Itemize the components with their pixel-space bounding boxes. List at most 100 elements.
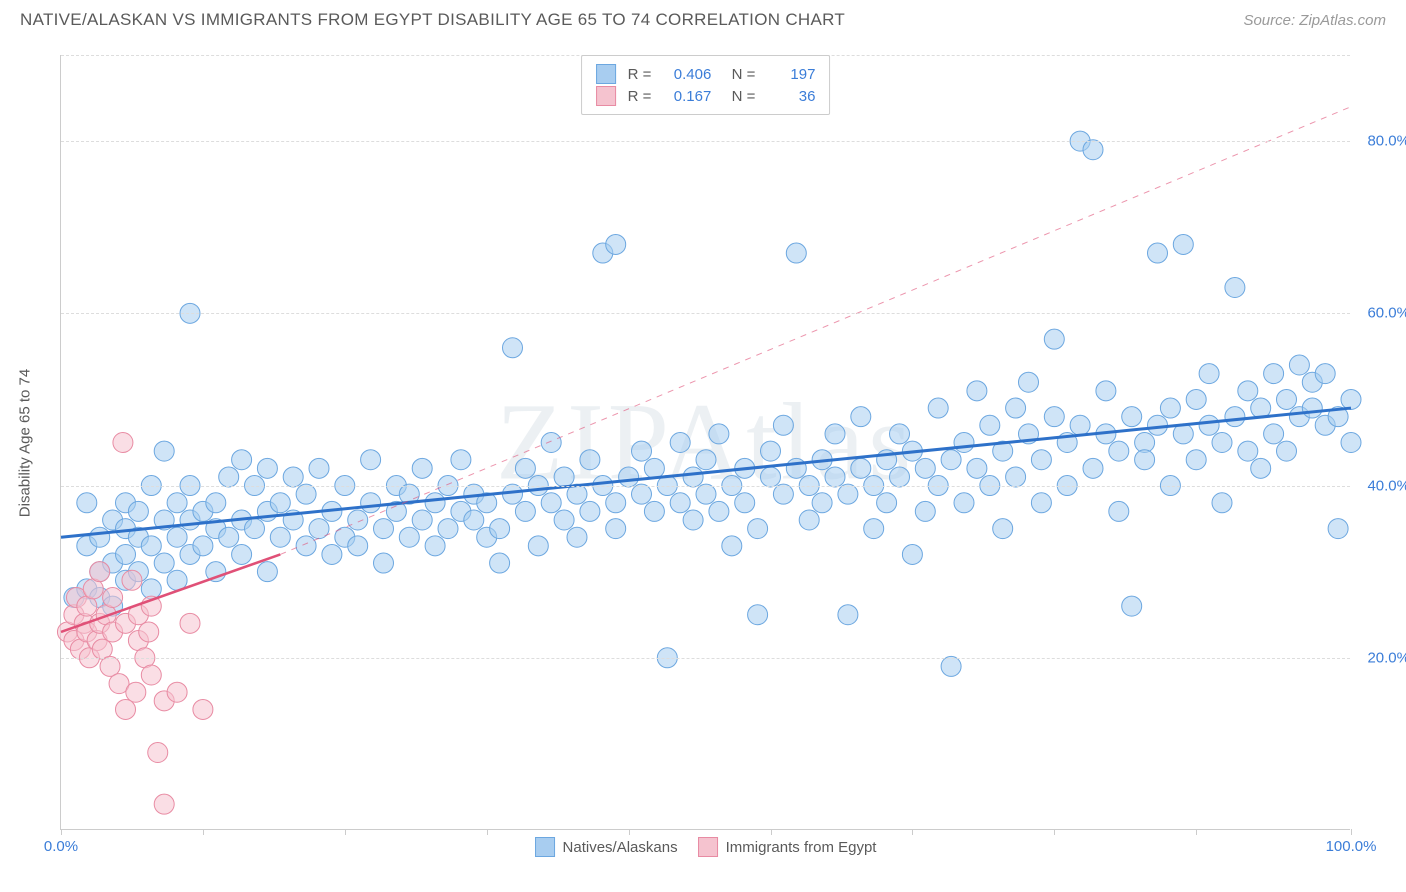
legend-label-blue: Natives/Alaskans — [563, 839, 678, 856]
gridline — [61, 313, 1350, 314]
data-point — [283, 467, 303, 487]
data-point — [399, 527, 419, 547]
data-point — [128, 501, 148, 521]
data-point — [1083, 140, 1103, 160]
data-point — [1109, 441, 1129, 461]
data-point — [490, 519, 510, 539]
plot-region: ZIPAtlas R =0.406 N =197 R =0.167 N =36 … — [60, 55, 1350, 830]
data-point — [1341, 433, 1361, 453]
data-point — [683, 467, 703, 487]
legend-series: Natives/Alaskans Immigrants from Egypt — [535, 837, 877, 857]
data-point — [296, 484, 316, 504]
data-point — [761, 441, 781, 461]
data-point — [412, 510, 432, 530]
data-point — [1186, 450, 1206, 470]
legend-item-blue: Natives/Alaskans — [535, 837, 678, 857]
data-point — [644, 501, 664, 521]
data-point — [1186, 389, 1206, 409]
data-point — [980, 415, 1000, 435]
data-point — [425, 536, 445, 556]
data-point — [90, 527, 110, 547]
data-point — [1225, 407, 1245, 427]
data-point — [567, 527, 587, 547]
title-bar: NATIVE/ALASKAN VS IMMIGRANTS FROM EGYPT … — [0, 0, 1406, 30]
data-point — [139, 622, 159, 642]
data-point — [890, 467, 910, 487]
data-point — [877, 493, 897, 513]
data-point — [1212, 493, 1232, 513]
gridline — [61, 141, 1350, 142]
x-tick — [912, 829, 913, 835]
data-point — [232, 450, 252, 470]
swatch-pink-2 — [698, 837, 718, 857]
data-point — [967, 458, 987, 478]
data-point — [1315, 364, 1335, 384]
data-point — [167, 682, 187, 702]
data-point — [580, 501, 600, 521]
data-point — [825, 467, 845, 487]
x-tick — [1196, 829, 1197, 835]
legend-row-blue: R =0.406 N =197 — [596, 64, 816, 84]
data-point — [322, 544, 342, 564]
n-value-pink: 36 — [767, 88, 815, 105]
data-point — [451, 450, 471, 470]
data-point — [709, 501, 729, 521]
data-point — [928, 398, 948, 418]
data-point — [606, 234, 626, 254]
data-point — [1238, 441, 1258, 461]
data-point — [154, 794, 174, 814]
data-point — [1006, 467, 1026, 487]
data-point — [361, 493, 381, 513]
y-axis-label: Disability Age 65 to 74 — [17, 368, 34, 516]
data-point — [541, 433, 561, 453]
data-point — [696, 450, 716, 470]
data-point — [541, 493, 561, 513]
data-point — [219, 467, 239, 487]
data-point — [1031, 493, 1051, 513]
data-point — [1199, 364, 1219, 384]
data-point — [1289, 355, 1309, 375]
x-tick-label: 100.0% — [1326, 838, 1377, 855]
data-point — [1019, 372, 1039, 392]
data-point — [1044, 407, 1064, 427]
data-point — [902, 544, 922, 564]
data-point — [528, 536, 548, 556]
data-point — [838, 605, 858, 625]
gridline — [61, 486, 1350, 487]
data-point — [890, 424, 910, 444]
data-point — [122, 570, 142, 590]
data-point — [941, 656, 961, 676]
data-point — [113, 433, 133, 453]
data-point — [374, 519, 394, 539]
data-point — [309, 458, 329, 478]
data-point — [993, 519, 1013, 539]
data-point — [348, 510, 368, 530]
data-point — [1031, 450, 1051, 470]
data-point — [116, 699, 136, 719]
data-point — [554, 467, 574, 487]
legend-row-pink: R =0.167 N =36 — [596, 86, 816, 106]
swatch-blue-2 — [535, 837, 555, 857]
data-point — [1109, 501, 1129, 521]
data-point — [464, 510, 484, 530]
legend-item-pink: Immigrants from Egypt — [698, 837, 877, 857]
data-point — [148, 743, 168, 763]
x-tick-label: 0.0% — [44, 838, 78, 855]
data-point — [1122, 596, 1142, 616]
data-point — [670, 433, 690, 453]
x-tick — [61, 829, 62, 835]
trend-line — [61, 408, 1351, 537]
data-point — [619, 467, 639, 487]
data-point — [773, 415, 793, 435]
data-point — [967, 381, 987, 401]
data-point — [154, 553, 174, 573]
data-point — [786, 458, 806, 478]
gridline — [61, 658, 1350, 659]
data-point — [141, 536, 161, 556]
data-point — [193, 699, 213, 719]
data-point — [232, 544, 252, 564]
data-point — [748, 605, 768, 625]
data-point — [425, 493, 445, 513]
data-point — [632, 441, 652, 461]
data-point — [1044, 329, 1064, 349]
